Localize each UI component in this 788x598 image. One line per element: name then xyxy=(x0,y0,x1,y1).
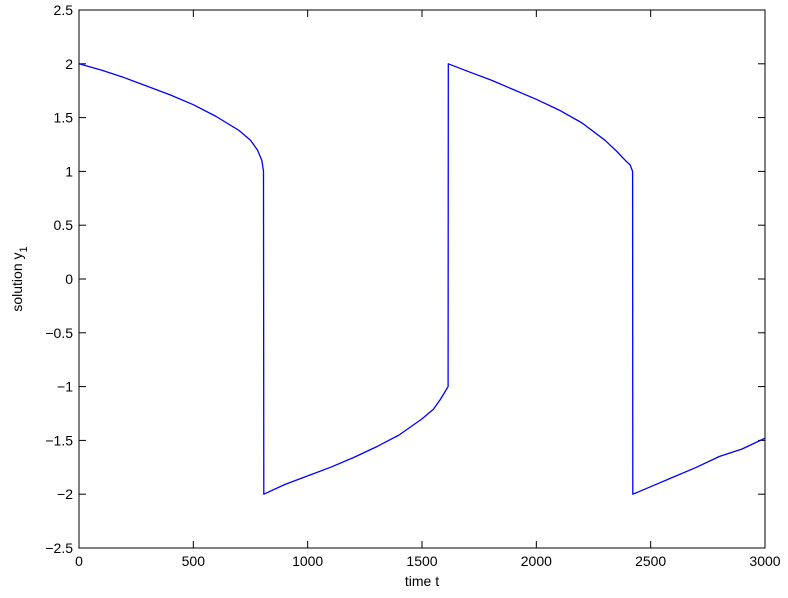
y-tick-label: 0 xyxy=(65,271,73,287)
y-tick-label: 1.5 xyxy=(54,110,74,126)
y-axis-label-main: solution y xyxy=(9,252,25,311)
axis-ticks xyxy=(78,9,766,549)
x-tick-label: 2000 xyxy=(521,553,552,569)
tick-labels: 0 500 1000 1500 2000 2500 3000 −2.5 −2 −1.5 −1 −0.5… xyxy=(45,2,780,569)
x-tick-label: 0 xyxy=(75,553,83,569)
x-tick-label: 1500 xyxy=(406,553,437,569)
x-tick-label: 1000 xyxy=(292,553,323,569)
y-tick-label: −1.5 xyxy=(45,432,73,448)
x-axis-label: time t xyxy=(405,573,439,589)
y-tick-label: −0.5 xyxy=(45,325,73,341)
y-tick-label: −2.5 xyxy=(45,540,73,556)
y-tick-label: 0.5 xyxy=(54,217,74,233)
y-axis-label: solution y1 xyxy=(9,246,30,311)
x-tick-label: 500 xyxy=(182,553,206,569)
y-tick-label: 2.5 xyxy=(54,2,74,18)
plot-area-frame xyxy=(78,9,766,549)
y-tick-label: −1 xyxy=(57,379,73,395)
y-tick-label: −2 xyxy=(57,486,73,502)
series-line-0 xyxy=(78,63,766,495)
y-tick-label: 1 xyxy=(65,163,73,179)
y-axis-label-subscript: 1 xyxy=(18,246,30,252)
x-tick-label: 3000 xyxy=(749,553,780,569)
x-tick-label: 2500 xyxy=(635,553,666,569)
y-tick-label: 2 xyxy=(65,56,73,72)
series-layer xyxy=(78,63,766,495)
